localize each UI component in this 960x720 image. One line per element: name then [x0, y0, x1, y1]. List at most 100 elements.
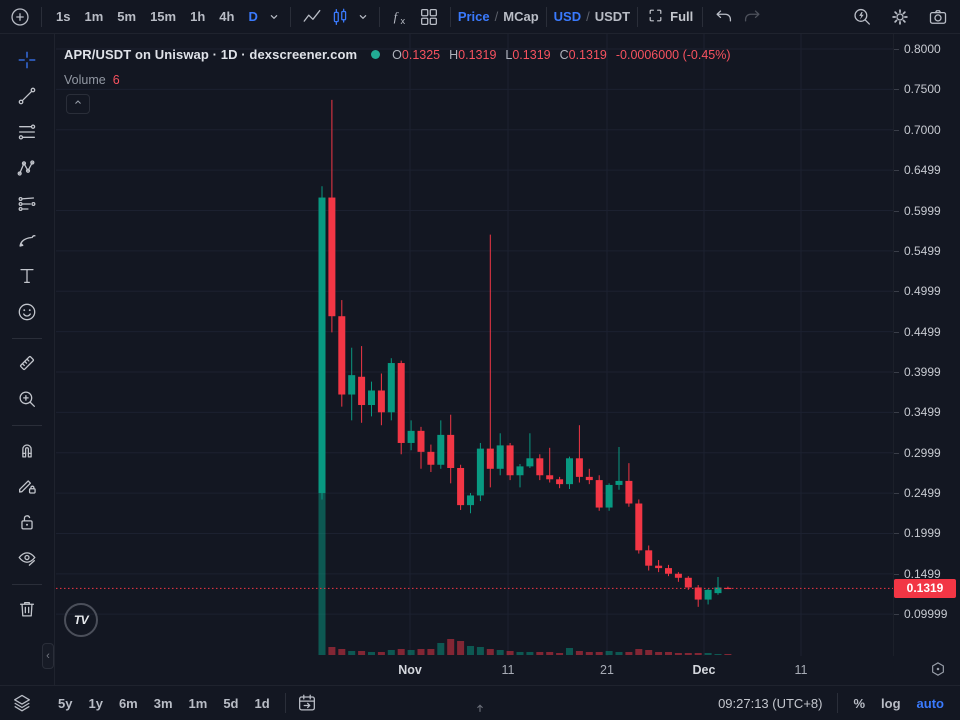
- usdt-toggle-button[interactable]: USDT: [594, 9, 631, 24]
- brush-tool-button[interactable]: [10, 226, 44, 256]
- trend-line-icon: [16, 85, 38, 110]
- auto-scale-button[interactable]: auto: [909, 696, 952, 711]
- range-6m-button[interactable]: 6m: [111, 696, 146, 711]
- price-tick-label: 0.4499: [894, 325, 960, 339]
- crosshair-icon: [16, 49, 38, 74]
- projection-icon: [16, 193, 38, 218]
- slash-separator: /: [586, 9, 590, 24]
- text-tool-tool-button[interactable]: [10, 262, 44, 292]
- screenshot-button[interactable]: [924, 3, 952, 31]
- divider: [289, 6, 291, 27]
- crosshair-tool-button[interactable]: [10, 46, 44, 76]
- last-price-badge: 0.1319: [894, 578, 956, 598]
- price-tick-label: 0.09999: [894, 607, 960, 621]
- divider: [284, 693, 286, 713]
- timeframe-1m[interactable]: 1m: [77, 3, 110, 31]
- time-axis-settings-button[interactable]: [928, 659, 948, 684]
- plus-circle-icon: [9, 6, 31, 28]
- svg-text:f: f: [393, 10, 399, 24]
- timeframe-menu-button[interactable]: [265, 3, 283, 31]
- range-5d-button[interactable]: 5d: [215, 696, 246, 711]
- fib-retracement-icon: [16, 121, 38, 146]
- range-1y-button[interactable]: 1y: [80, 696, 110, 711]
- redo-button[interactable]: [738, 3, 766, 31]
- zoom-in-tool-button[interactable]: [10, 385, 44, 415]
- arrow-up-icon: [474, 701, 486, 718]
- fullscreen-button[interactable]: Full: [645, 7, 695, 27]
- magnet-tool-button[interactable]: [10, 436, 44, 466]
- price-tick-label: 0.4999: [894, 284, 960, 298]
- price-tick-label: 0.6499: [894, 163, 960, 177]
- ruler-tool-button[interactable]: [10, 349, 44, 379]
- hide-drawings-tool-button[interactable]: [10, 544, 44, 574]
- line-chart-type-button[interactable]: [298, 3, 326, 31]
- timeframe-1s[interactable]: 1s: [49, 3, 77, 31]
- clock[interactable]: 09:27:13 (UTC+8): [718, 695, 823, 711]
- candle-chart-type-button[interactable]: [326, 3, 354, 31]
- price-tick-label: 0.7000: [894, 123, 960, 137]
- fib-retracement-tool-button[interactable]: [10, 118, 44, 148]
- timeframe-1h[interactable]: 1h: [183, 3, 212, 31]
- object-tree-button[interactable]: [8, 689, 36, 717]
- percent-scale-button[interactable]: %: [845, 696, 873, 711]
- collapse-indicator-button[interactable]: [66, 94, 90, 114]
- price-tick-label: 0.1999: [894, 526, 960, 540]
- grid-layout-icon: [418, 6, 440, 28]
- undo-button[interactable]: [710, 3, 738, 31]
- price-chart-canvas[interactable]: [56, 34, 893, 656]
- tradingview-logo[interactable]: TV: [64, 603, 98, 637]
- timeframe-5m[interactable]: 5m: [110, 3, 143, 31]
- divider: [637, 6, 639, 27]
- layout-grid-button[interactable]: [415, 3, 443, 31]
- zoom-in-icon: [16, 388, 38, 413]
- gear-icon: [889, 6, 911, 28]
- usd-toggle-button[interactable]: USD: [553, 9, 582, 24]
- price-mcap-toggle: Price / MCap: [458, 9, 539, 24]
- add-symbol-button[interactable]: [6, 3, 34, 31]
- edit-lock-icon: [16, 475, 38, 500]
- timeframe-15m[interactable]: 15m: [143, 3, 183, 31]
- price-toggle-button[interactable]: Price: [457, 9, 490, 24]
- settings-button[interactable]: [886, 3, 914, 31]
- trend-line-tool-button[interactable]: [10, 82, 44, 112]
- chevron-down-icon: [266, 9, 282, 25]
- log-scale-button[interactable]: log: [873, 696, 909, 711]
- lock-tool-button[interactable]: [10, 508, 44, 538]
- xabcd-pattern-tool-button[interactable]: [10, 154, 44, 184]
- trash-tool-button[interactable]: [10, 595, 44, 625]
- time-tick-label: 21: [600, 663, 614, 677]
- range-5y-button[interactable]: 5y: [50, 696, 80, 711]
- camera-icon: [927, 6, 949, 28]
- price-tick-label: 0.3999: [894, 365, 960, 379]
- price-tick-label: 0.2499: [894, 486, 960, 500]
- projection-tool-button[interactable]: [10, 190, 44, 220]
- quick-search-button[interactable]: [848, 3, 876, 31]
- timeframe-group: 1s 1m 5m 15m 1h 4h D: [49, 3, 265, 31]
- divider: [41, 6, 42, 27]
- footer-right-group: 09:27:13 (UTC+8) % log auto: [710, 693, 952, 713]
- date-range-group: 5y 1y 6m 3m 1m 5d 1d: [50, 696, 278, 711]
- range-1d-button[interactable]: 1d: [247, 696, 278, 711]
- goto-date-button[interactable]: [293, 689, 321, 717]
- timeframe-4h[interactable]: 4h: [212, 3, 241, 31]
- chart-type-menu-button[interactable]: [354, 3, 372, 31]
- xabcd-pattern-icon: [16, 157, 38, 182]
- flash-search-icon: [851, 6, 873, 28]
- price-axis[interactable]: 0.1319 0.8000 0.7500 0.7000 0.6499 0.5999 0.5…: [893, 34, 960, 656]
- timeframe-d[interactable]: D: [241, 3, 264, 31]
- panel-expand-handle[interactable]: [474, 701, 486, 719]
- time-axis[interactable]: Nov 11 21 Dec 11: [56, 656, 960, 685]
- hide-drawings-icon: [16, 547, 38, 572]
- price-tick-label: 0.8000: [894, 42, 960, 56]
- fullscreen-label: Full: [670, 9, 694, 24]
- edit-lock-tool-button[interactable]: [10, 472, 44, 502]
- divider: [12, 338, 42, 339]
- fullscreen-icon: [647, 7, 664, 27]
- emoji-tool-button[interactable]: [10, 298, 44, 328]
- range-1m-button[interactable]: 1m: [181, 696, 216, 711]
- rail-collapse-button[interactable]: ‹: [42, 643, 54, 669]
- mcap-toggle-button[interactable]: MCap: [503, 9, 539, 24]
- range-3m-button[interactable]: 3m: [146, 696, 181, 711]
